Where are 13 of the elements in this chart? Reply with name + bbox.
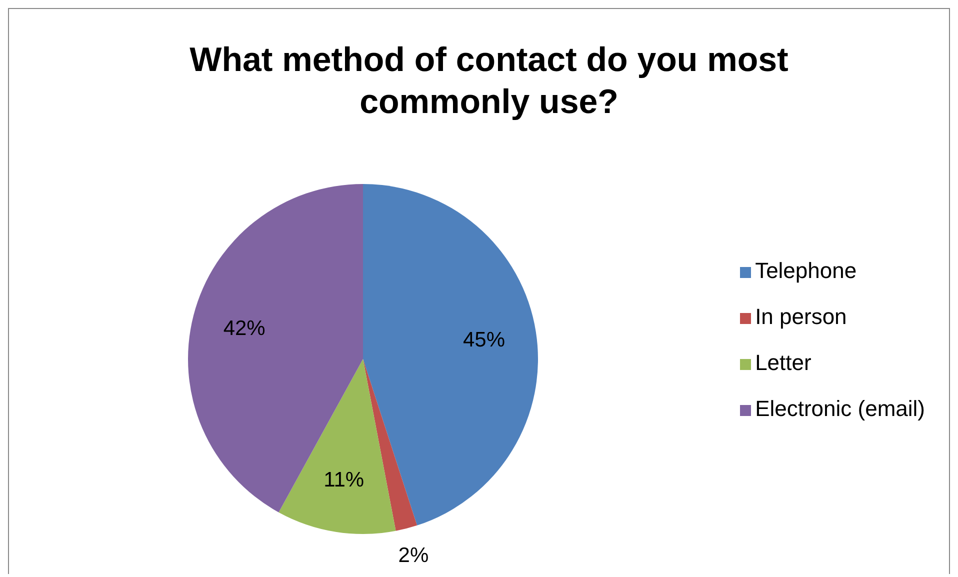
legend-label: Telephone [755,258,857,283]
data-label: 11% [324,468,364,492]
chart-title: What method of contact do you most commonly use? [188,40,790,123]
legend-label: In person [755,304,847,329]
data-label: 2% [398,544,429,568]
pie-slice [278,359,396,534]
pie-slice [363,359,418,531]
pie-slice [363,184,538,526]
data-label: 45% [462,328,506,352]
legend-label: Letter [755,350,812,375]
legend-label: Electronic (email) [755,396,925,421]
pie-slice [188,184,363,512]
data-label: 42% [223,317,266,340]
